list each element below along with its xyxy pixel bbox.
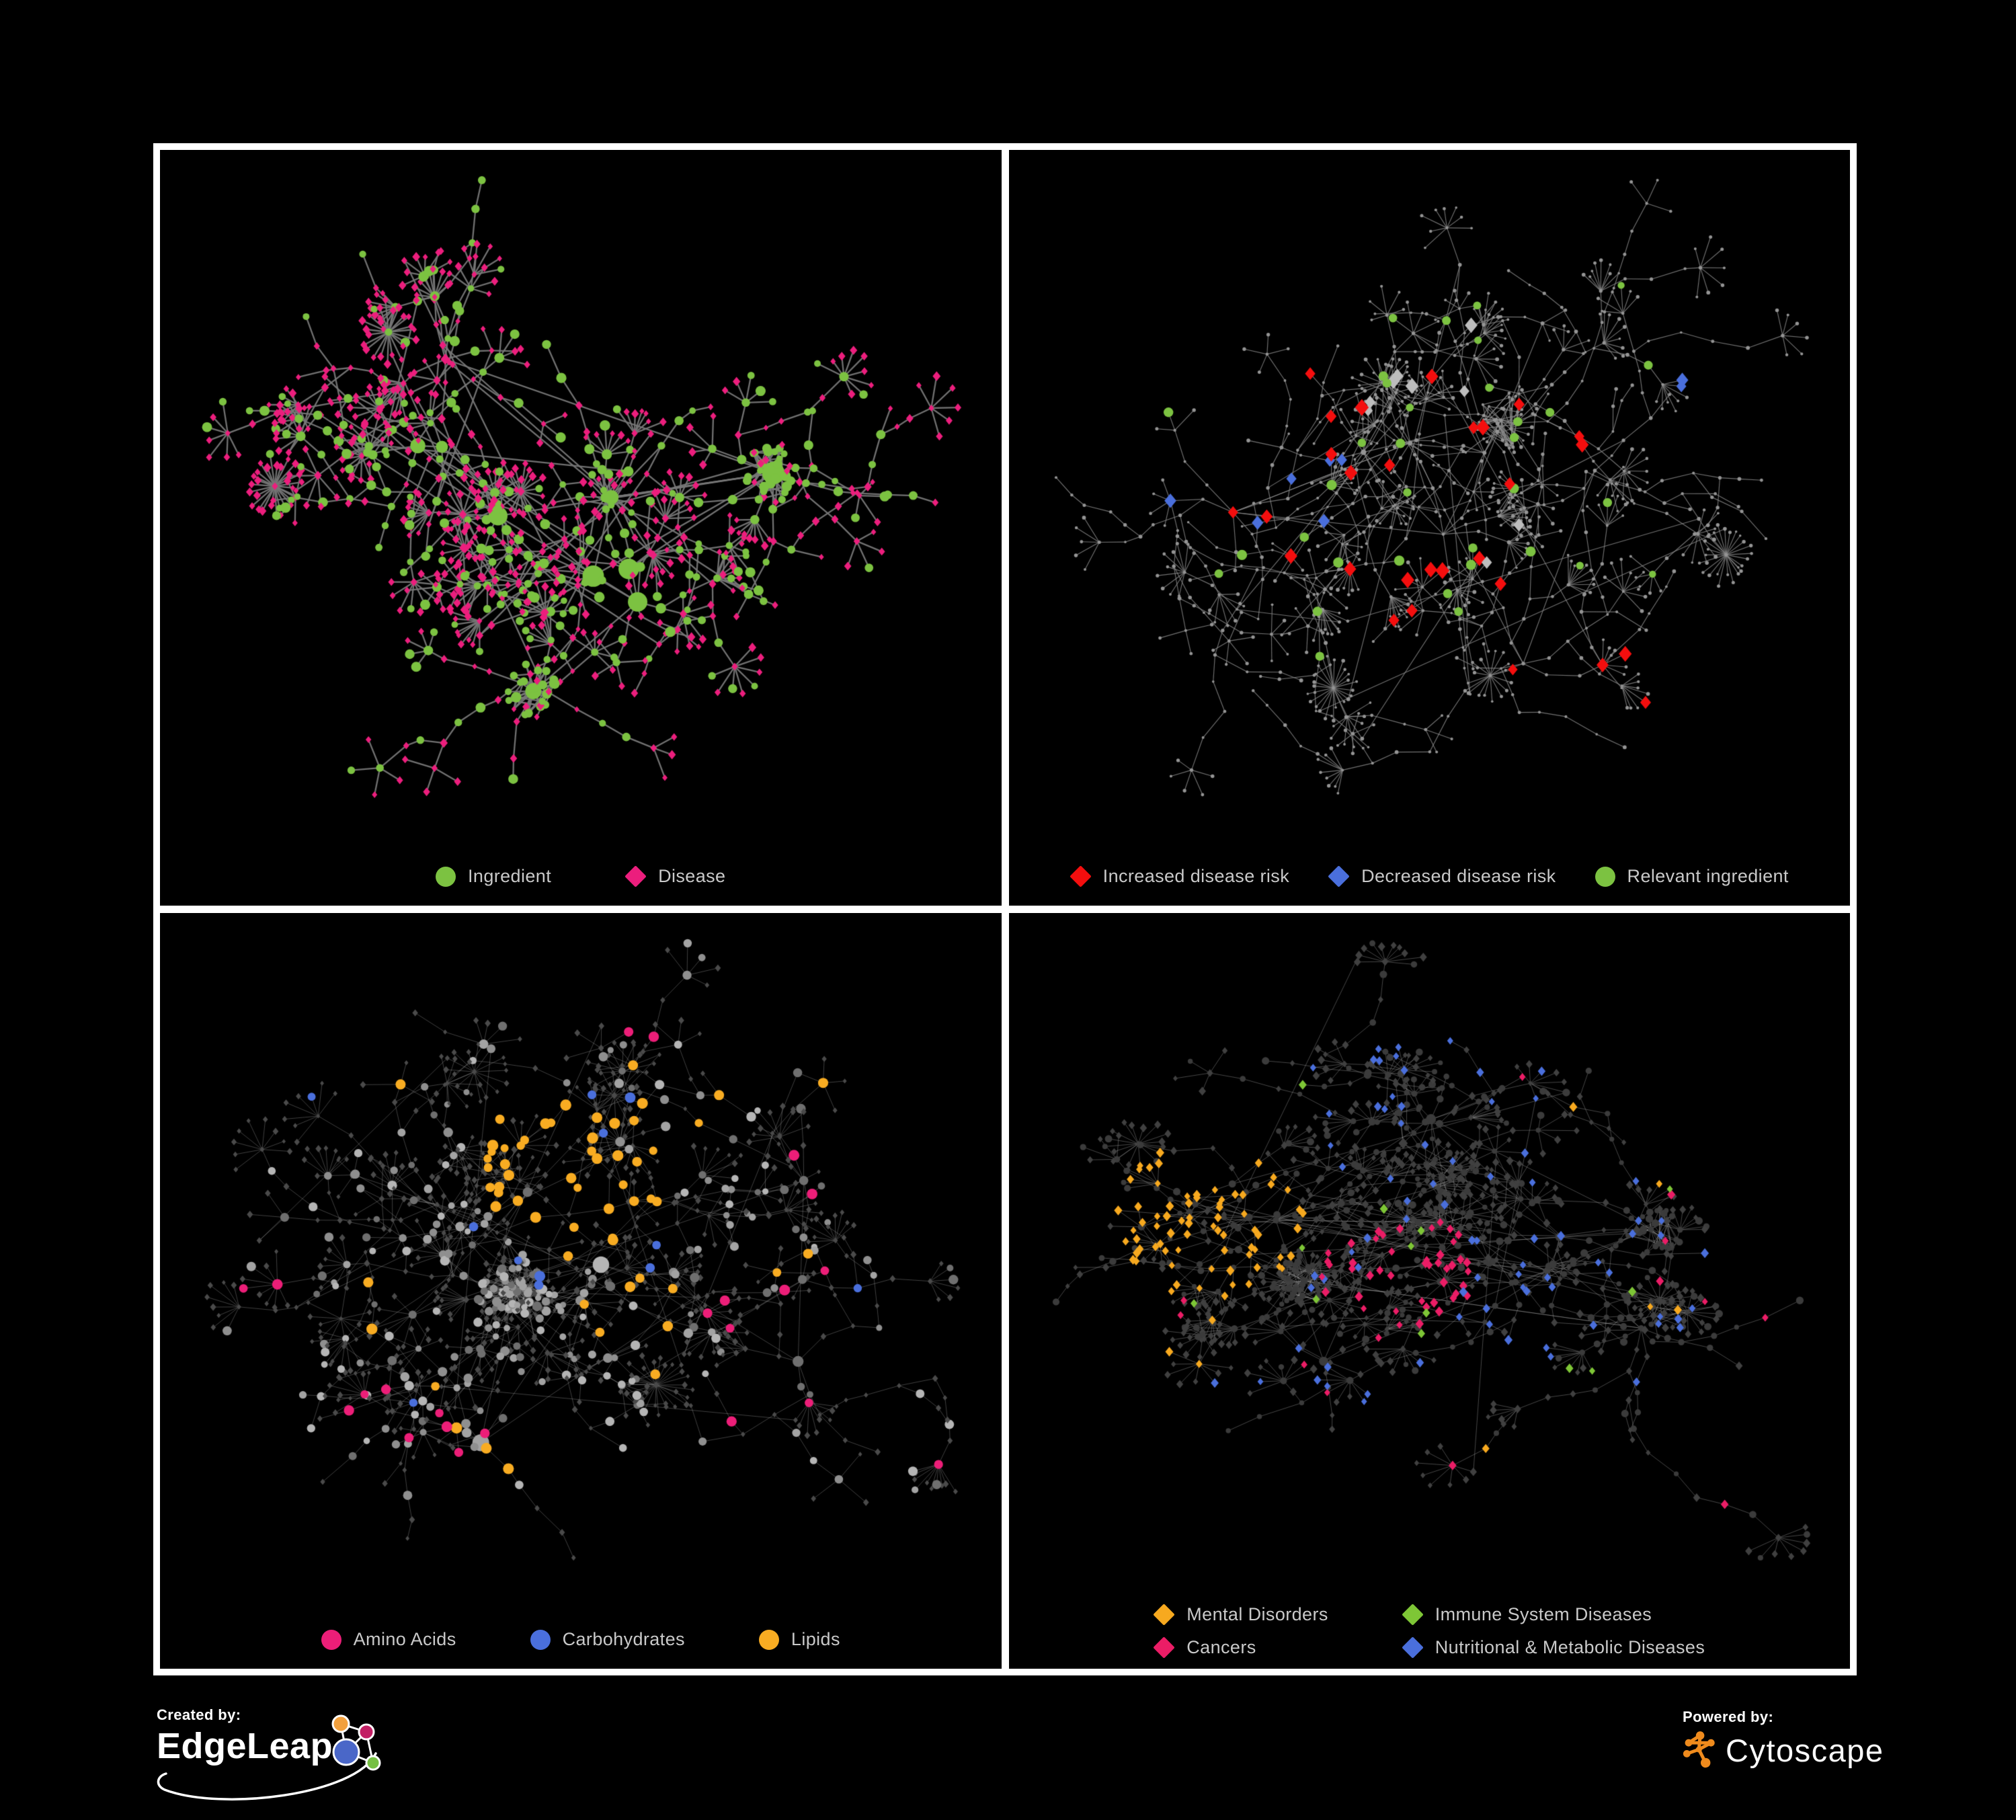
network-canvas-nutrient-categories <box>160 913 1002 1669</box>
cytoscape-credit: Powered by: <box>1683 1708 1992 1816</box>
legend-item: Amino Acids <box>321 1629 456 1650</box>
legend-label: Decreased disease risk <box>1361 866 1556 886</box>
legend-swatch-diamond-icon <box>1401 1604 1424 1626</box>
legend-swatch-circle-icon <box>530 1629 551 1650</box>
legend-swatch-diamond-icon <box>624 865 647 887</box>
legend-label: Increased disease risk <box>1102 866 1290 886</box>
legend-item: Mental Disorders <box>1153 1604 1328 1626</box>
legend-label: Carbohydrates <box>562 1629 685 1649</box>
created-by-label: Created by: <box>157 1706 241 1723</box>
legend-label: Lipids <box>791 1629 840 1649</box>
legend-label: Amino Acids <box>353 1629 456 1649</box>
legend-label: Mental Disorders <box>1186 1604 1328 1624</box>
legend-swatch-diamond-icon <box>1153 1604 1176 1626</box>
legend-label: Ingredient <box>468 866 552 886</box>
legend-item: Carbohydrates <box>530 1629 685 1650</box>
legend-item: Cancers <box>1153 1636 1256 1659</box>
cytoscape-logo-icon <box>1683 1731 1715 1768</box>
network-canvas-disease-categories <box>1008 913 1850 1669</box>
legend-swatch-circle-icon <box>436 866 456 887</box>
panel-nutrient-categories: Amino Acids Carbohydrates Lipids <box>160 913 1002 1669</box>
edgeleap-logo-icon <box>331 1714 381 1771</box>
legend-item: Decreased disease risk <box>1328 865 1556 887</box>
legend-swatch-circle-icon <box>1595 866 1615 887</box>
network-canvas-disease-risk <box>1008 150 1850 906</box>
edgeleap-swoosh-icon <box>157 1752 377 1801</box>
cytoscape-wordmark: Cytoscape <box>1726 1732 1884 1768</box>
edgeleap-wordmark: EdgeLeap <box>157 1726 333 1766</box>
legend-swatch-diamond-icon <box>1401 1636 1424 1659</box>
legend-swatch-circle-icon <box>321 1629 341 1650</box>
legend-label: Relevant ingredient <box>1627 866 1789 886</box>
legend-label: Disease <box>658 866 726 886</box>
legend-item: Nutritional & Metabolic Diseases <box>1401 1636 1705 1659</box>
legend-swatch-diamond-icon <box>1069 865 1092 887</box>
legend-item: Immune System Diseases <box>1401 1604 1652 1626</box>
edgeleap-credit: Created by: EdgeLeap <box>157 1706 560 1820</box>
panel-grid: Ingredient Disease Increased disease risk… <box>153 143 1857 1675</box>
legend-item: Relevant ingredient <box>1595 866 1789 887</box>
legend-swatch-diamond-icon <box>1153 1636 1176 1659</box>
cytoscape-lockup: Cytoscape <box>1683 1730 1992 1770</box>
legend-item: Increased disease risk <box>1069 865 1290 887</box>
network-canvas-ingredient-disease <box>160 150 1002 906</box>
legend-swatch-diamond-icon <box>1328 865 1350 887</box>
legend-nutrient-categories: Amino Acids Carbohydrates Lipids <box>160 1629 1002 1650</box>
legend-disease-risk: Increased disease risk Decreased disease … <box>1009 865 1851 887</box>
panel-disease-categories: Mental Disorders Cancers Immune System Dis… <box>1008 913 1851 1669</box>
legend-item: Lipids <box>758 1629 840 1650</box>
panel-ingredient-disease: Ingredient Disease <box>160 150 1002 906</box>
legend-swatch-circle-icon <box>758 1629 779 1650</box>
powered-by-label: Powered by: <box>1683 1708 1774 1725</box>
legend-disease-categories: Mental Disorders Cancers Immune System Dis… <box>1009 1604 1851 1659</box>
legend-item: Ingredient <box>436 866 551 887</box>
panel-disease-risk: Increased disease risk Decreased disease … <box>1008 150 1851 906</box>
edgeleap-lockup: EdgeLeap <box>157 1714 560 1778</box>
legend-label: Immune System Diseases <box>1435 1604 1652 1624</box>
legend-ingredient-disease: Ingredient Disease <box>160 865 1002 887</box>
legend-label: Cancers <box>1186 1637 1256 1657</box>
legend-item: Disease <box>624 865 726 887</box>
legend-label: Nutritional & Metabolic Diseases <box>1435 1637 1705 1657</box>
